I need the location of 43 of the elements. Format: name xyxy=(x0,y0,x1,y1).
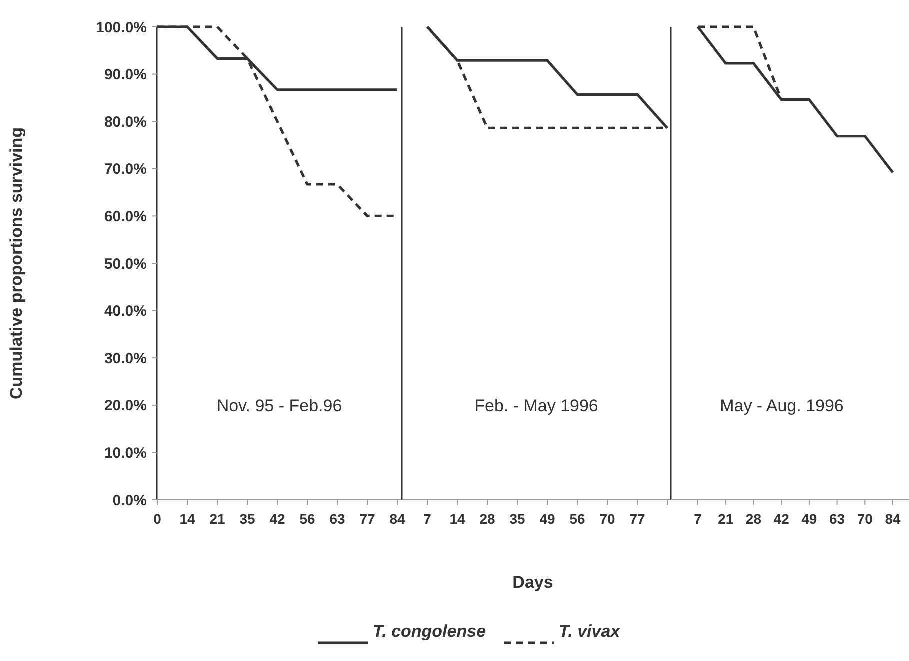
y-tick-label: 80.0% xyxy=(104,114,147,131)
x-tick-label: 35 xyxy=(510,511,526,527)
x-tick-label: 70 xyxy=(600,511,616,527)
y-axis-title: Cumulative proportions surviving xyxy=(7,127,26,400)
x-tick-label: 70 xyxy=(857,511,874,527)
x-tick-label: 77 xyxy=(360,511,376,527)
x-tick-label: 63 xyxy=(330,511,346,527)
legend-label: T. congolense xyxy=(373,622,486,641)
y-tick-label: 70.0% xyxy=(104,161,147,178)
x-tick-label: 49 xyxy=(540,511,556,527)
y-tick-label: 50.0% xyxy=(104,256,147,273)
x-tick-label: 63 xyxy=(829,511,846,527)
text: Nov. 95 - Feb.96 xyxy=(216,396,342,416)
x-tick-label: 56 xyxy=(300,511,316,527)
x-tick-label: 7 xyxy=(694,511,702,527)
y-tick-label: 90.0% xyxy=(104,66,147,84)
x-tick-label: 56 xyxy=(570,511,586,527)
x-tick-label: 14 xyxy=(180,511,196,527)
x-tick-label: 49 xyxy=(802,511,818,527)
x-tick-label: 7 xyxy=(424,511,432,527)
legend-label: T. vivax xyxy=(559,622,622,641)
text: Feb. - May 1996 xyxy=(474,396,598,416)
x-tick-label: 42 xyxy=(270,511,286,527)
x-tick-label: 35 xyxy=(240,511,256,527)
x-tick-label: 28 xyxy=(480,511,496,527)
x-tick-label: 14 xyxy=(450,511,466,527)
y-tick-label: 60.0% xyxy=(104,208,147,226)
y-tick-label: 40.0% xyxy=(104,303,147,320)
x-tick-label: 77 xyxy=(630,511,646,527)
x-tick-label: 84 xyxy=(885,511,901,527)
x-axis-title: Days xyxy=(512,573,554,592)
x-tick-label: 21 xyxy=(718,511,734,527)
y-tick-label: 10.0% xyxy=(104,444,147,462)
text: May - Aug. 1996 xyxy=(720,396,844,416)
y-tick-label: 20.0% xyxy=(104,398,147,415)
y-tick-label: 100.0% xyxy=(96,19,147,36)
y-tick-label: 30.0% xyxy=(104,350,147,368)
x-tick-label: 42 xyxy=(774,511,790,527)
x-tick-label: 28 xyxy=(746,511,762,527)
x-tick-label: 21 xyxy=(210,511,226,527)
y-tick-label: 0.0% xyxy=(112,492,147,510)
x-tick-label: 0 xyxy=(154,511,162,527)
x-tick-label: 84 xyxy=(390,511,406,527)
